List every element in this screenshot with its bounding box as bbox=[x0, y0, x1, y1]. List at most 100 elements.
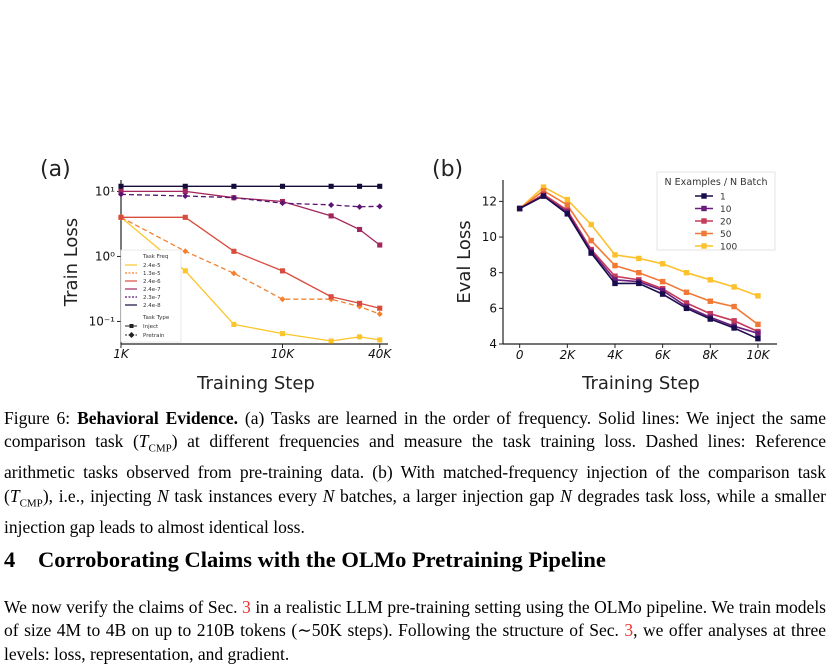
chart-a-legend-label: 2.4e-7 bbox=[143, 287, 161, 293]
chart-a-legend-label: 2.3e-7 bbox=[143, 295, 161, 301]
caption-n-3: N bbox=[560, 485, 572, 506]
chart-b-legend-label: 20 bbox=[720, 218, 732, 228]
chart-b-data-point bbox=[683, 305, 690, 312]
caption-text-2: ) at different frequencies and measure t… bbox=[4, 431, 826, 506]
chart-b-data-point bbox=[707, 310, 714, 317]
caption-n-2: N bbox=[322, 485, 335, 506]
chart-b-data-point bbox=[540, 184, 547, 190]
chart-b-legend-swatch-marker bbox=[701, 243, 707, 249]
chart-b-data-point bbox=[588, 237, 594, 244]
chart-b-legend-entries: 1 10 20 50 100 bbox=[695, 193, 737, 253]
chart-b-data-point bbox=[731, 303, 737, 310]
chart-b-data-point bbox=[636, 269, 642, 276]
chart-a-data-point bbox=[230, 194, 237, 201]
chart-a-data-point bbox=[230, 270, 237, 277]
chart-b-data-point bbox=[636, 255, 642, 262]
chart-b-x-tick-label: 0 bbox=[516, 348, 524, 362]
chart-a-y-tick-label: 10¹ bbox=[95, 184, 115, 198]
para-text-3: , we offer analyses at three levels: los… bbox=[4, 620, 826, 664]
chart-a-y-tick-label: 10⁻¹ bbox=[89, 314, 116, 328]
chart-a: 1K 10K 40K 10⁻¹ 10⁰ 10¹ Train Loss Training S… bbox=[61, 180, 392, 394]
section-title: Corroborating Claims with the OLMo Pretr… bbox=[38, 547, 606, 572]
chart-a-data-point bbox=[279, 268, 286, 274]
chart-b-y-tick-label: 12 bbox=[482, 194, 497, 208]
chart-b-x-tick-label: 2K bbox=[560, 348, 577, 362]
chart-b-data-point bbox=[707, 277, 714, 283]
chart-b-data-point bbox=[612, 252, 618, 258]
chart-a-legend-inject: Inject bbox=[143, 324, 159, 330]
chart-a-xlabel: Training Step bbox=[196, 373, 315, 394]
chart-a-legend-pretrain: Pretrain bbox=[143, 333, 165, 339]
caption-text-3: ), i.e., injecting bbox=[42, 485, 158, 506]
chart-a-data-point bbox=[357, 300, 363, 306]
chart-b-ticks: 0 2K 4K 6K 8K 10K 4 6 8 10 12 bbox=[482, 194, 771, 362]
chart-a-data-point bbox=[182, 268, 188, 274]
chart-b-data-point bbox=[659, 287, 666, 294]
chart-b-series bbox=[516, 184, 761, 342]
section-heading: 4 Corroborating Claims with the OLMo Pret… bbox=[4, 547, 606, 573]
chart-a-data-point bbox=[231, 248, 237, 254]
chart-b-data-point bbox=[540, 187, 547, 194]
chart-b-x-tick-label: 6K bbox=[655, 348, 672, 362]
chart-a-x-tick-label: 40K bbox=[368, 347, 392, 361]
caption-text-6: degrades task loss, while a smaller inje… bbox=[4, 485, 826, 537]
chart-b-data-point bbox=[516, 205, 523, 212]
chart-b-y-tick-label: 6 bbox=[489, 301, 497, 315]
caption-t-2: T bbox=[9, 485, 20, 506]
chart-a-data-point bbox=[377, 242, 383, 248]
chart-a-data-point bbox=[279, 331, 286, 337]
chart-b-x-tick-label: 10K bbox=[746, 348, 770, 362]
chart-b-x-tick-label: 4K bbox=[607, 348, 624, 362]
chart-b-y-tick-label: 8 bbox=[489, 266, 497, 280]
chart-a-data-point bbox=[118, 191, 124, 198]
chart-a-series-line bbox=[120, 193, 380, 208]
chart-b-data-point bbox=[659, 261, 666, 267]
chart-b-data-point bbox=[659, 291, 666, 297]
chart-b-xlabel: Training Step bbox=[581, 373, 700, 394]
section-ref-link[interactable]: 3 bbox=[624, 620, 634, 641]
chart-a-y-tick-label: 10⁰ bbox=[95, 249, 115, 263]
chart-a-ylabel: Train Loss bbox=[61, 218, 82, 307]
chart-b-data-point bbox=[659, 278, 666, 285]
chart-b-data-point bbox=[612, 273, 618, 279]
chart-a-x-tick-label: 1K bbox=[113, 347, 130, 361]
chart-a-data-point bbox=[231, 321, 237, 327]
chart-a-data-point bbox=[279, 296, 286, 303]
chart-a-x-tick-label: 10K bbox=[271, 347, 295, 361]
para-text-2: in a realistic LLM pre-training setting … bbox=[4, 597, 826, 641]
chart-a-legend-type-title: Task Type bbox=[142, 315, 170, 321]
caption-text-5: batches, a larger injection gap bbox=[334, 485, 561, 506]
chart-b-data-point bbox=[636, 280, 642, 287]
chart-a-ticks: 1K 10K 40K 10⁻¹ 10⁰ 10¹ bbox=[89, 184, 393, 361]
chart-a-data-point bbox=[118, 214, 124, 220]
section-ref-link[interactable]: 3 bbox=[242, 597, 251, 617]
section-number: 4 bbox=[4, 547, 16, 572]
chart-a-data-point bbox=[376, 203, 383, 210]
caption-bold-title: Behavioral Evidence. bbox=[77, 408, 239, 428]
chart-b-data-point bbox=[707, 316, 714, 322]
chart-b-legend-label: 10 bbox=[720, 205, 732, 215]
chart-b-legend-swatch-marker bbox=[701, 205, 707, 212]
chart-b-legend-label: 50 bbox=[720, 230, 732, 240]
chart-a-series bbox=[118, 183, 383, 344]
chart-a-legend-label: 2.4e-8 bbox=[143, 303, 161, 309]
chart-b-y-tick-label: 4 bbox=[489, 337, 497, 351]
chart-a-data-point bbox=[182, 214, 188, 220]
chart-a-data-point bbox=[182, 248, 189, 255]
caption-text-1: (a) Tasks are learned in the order of fr… bbox=[4, 408, 827, 452]
figure-6: (a) (b) 1K 10K 40K 10⁻¹ 10⁰ 10¹ Train Loss Tr… bbox=[40, 157, 777, 394]
chart-a-data-point bbox=[118, 183, 124, 189]
chart-a-data-point bbox=[377, 337, 383, 343]
chart-b-legend: N Examples / N Batch 1 10 20 50 100 bbox=[656, 171, 776, 253]
chart-b-data-point bbox=[612, 277, 618, 283]
chart-b-legend-label: 100 bbox=[720, 243, 737, 253]
chart-b-data-point bbox=[683, 300, 690, 306]
chart-b-legend-swatch-marker bbox=[701, 193, 707, 199]
chart-a-legend: Task Freq 2.4e-5 1.3e-5 2.4e-6 2.4e-7 2.3e-7… bbox=[120, 249, 182, 343]
chart-a-data-point bbox=[328, 213, 334, 219]
chart-a-data-point bbox=[376, 311, 383, 318]
chart-a-data-point bbox=[182, 188, 188, 194]
chart-b-legend-label: 1 bbox=[720, 193, 726, 203]
chart-a-data-point bbox=[279, 183, 286, 189]
chart-a-data-point bbox=[182, 183, 188, 189]
